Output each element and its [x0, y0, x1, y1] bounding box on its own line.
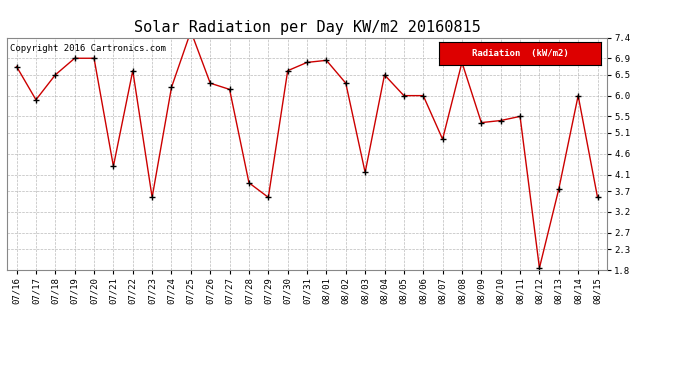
- Title: Solar Radiation per Day KW/m2 20160815: Solar Radiation per Day KW/m2 20160815: [134, 20, 480, 35]
- Text: Copyright 2016 Cartronics.com: Copyright 2016 Cartronics.com: [10, 45, 166, 54]
